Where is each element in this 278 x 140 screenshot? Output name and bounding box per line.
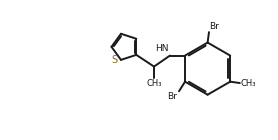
Text: HN: HN bbox=[155, 44, 169, 53]
Text: CH₃: CH₃ bbox=[146, 80, 162, 88]
Text: Br: Br bbox=[167, 92, 177, 101]
Text: CH₃: CH₃ bbox=[240, 79, 256, 88]
Text: Br: Br bbox=[210, 22, 219, 31]
Text: S: S bbox=[111, 55, 117, 65]
